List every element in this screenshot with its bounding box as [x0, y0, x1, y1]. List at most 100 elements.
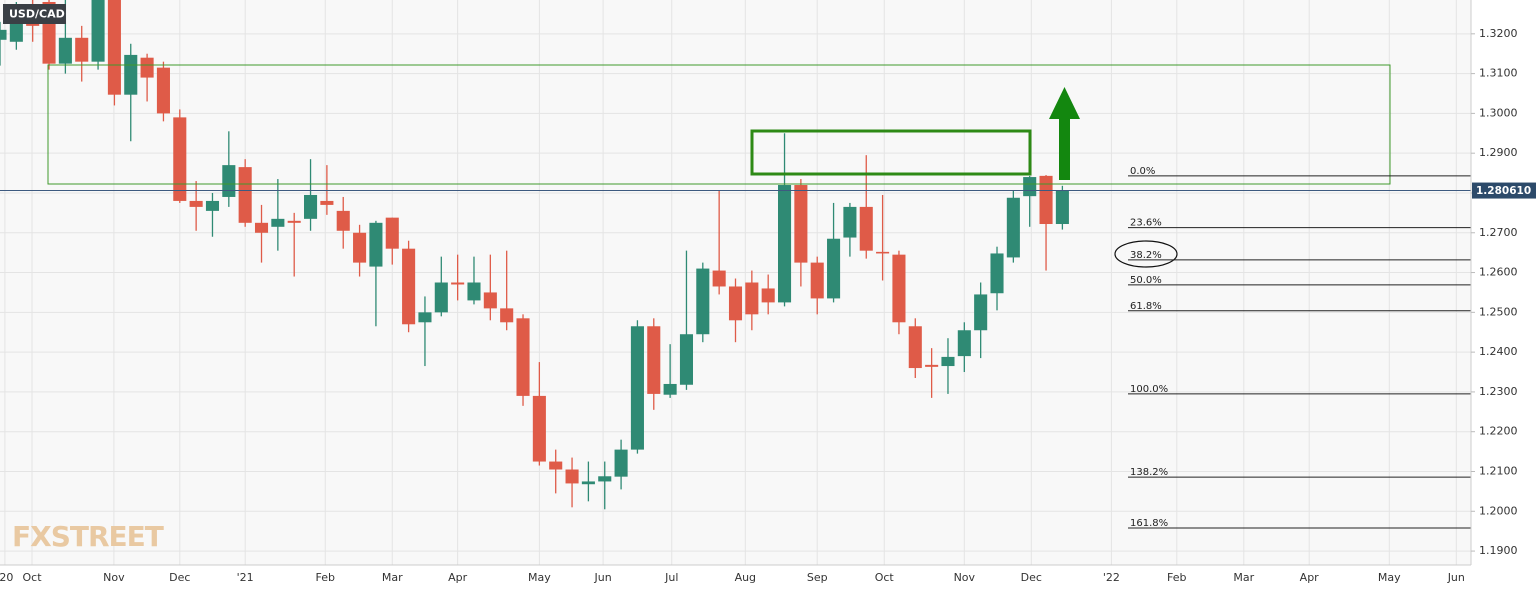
candle-body — [304, 194, 318, 219]
candle-body — [434, 282, 448, 313]
candle-body — [827, 238, 841, 299]
y-tick-label: 1.2900 — [1479, 146, 1518, 159]
candle-body — [467, 282, 481, 301]
candle-body — [712, 270, 726, 287]
symbol-badge — [3, 4, 66, 24]
x-tick-label: Dec — [1021, 571, 1042, 584]
candle-body — [614, 449, 628, 477]
y-tick-label: 1.3200 — [1479, 27, 1518, 40]
candle-body — [663, 383, 677, 395]
x-tick-label: Oct — [875, 571, 895, 584]
candle-body — [908, 326, 922, 369]
x-tick-label: May — [1378, 571, 1401, 584]
grid — [0, 0, 1471, 565]
candle-body — [794, 185, 808, 263]
x-tick-label: Apr — [448, 571, 468, 584]
candle-body — [222, 165, 236, 197]
candle-body — [287, 220, 301, 223]
candle-body — [728, 286, 743, 321]
fib-label: 161.8% — [1130, 518, 1168, 529]
candle-body — [1055, 190, 1069, 225]
candle-body — [647, 326, 661, 394]
candle-body — [598, 476, 612, 482]
candle-body — [320, 200, 334, 205]
candle-body — [941, 356, 955, 367]
y-tick-label: 1.2600 — [1479, 266, 1518, 279]
x-tick-label: Jun — [594, 571, 612, 584]
candle-body — [549, 461, 563, 470]
watermark: FXSTREET — [12, 520, 164, 553]
candle-body — [957, 330, 971, 357]
candle-body — [91, 0, 105, 62]
y-tick-label: 1.2000 — [1479, 504, 1518, 517]
x-tick-label: Nov — [103, 571, 125, 584]
x-tick-label: Jul — [664, 571, 678, 584]
candle-body — [810, 262, 824, 299]
up-arrow — [1049, 87, 1080, 180]
highlight-ellipse — [1114, 240, 1178, 268]
price-axis — [1471, 0, 1536, 589]
candle-body — [876, 251, 890, 254]
candle-body — [124, 54, 138, 95]
candles — [0, 0, 1069, 510]
x-tick-label: Feb — [1167, 571, 1186, 584]
fib-label: 61.8% — [1130, 301, 1162, 312]
candle-body — [107, 0, 121, 95]
last-price-label: 1.280610 — [1476, 185, 1531, 197]
candle-body — [974, 294, 988, 331]
candle-body — [58, 37, 72, 64]
y-tick-label: 1.2100 — [1479, 464, 1518, 477]
candle-body — [75, 37, 89, 62]
x-tick-label: Feb — [316, 571, 335, 584]
candle-body — [140, 57, 154, 78]
candle-body — [189, 200, 203, 207]
candle-body — [990, 253, 1004, 294]
x-tick-label: Oct — [23, 571, 43, 584]
candle-body — [696, 268, 710, 335]
fib-label: 100.0% — [1130, 384, 1168, 395]
x-tick-label: Jun — [1447, 571, 1465, 584]
candle-body — [1039, 175, 1053, 225]
x-tick-label: Aug — [735, 571, 756, 584]
candle-body — [418, 312, 432, 323]
fib-label: 0.0% — [1130, 166, 1155, 177]
x-tick-label: May — [528, 571, 551, 584]
x-tick-label: '22 — [1103, 571, 1120, 584]
candle-body — [173, 117, 187, 201]
candle-body — [238, 167, 252, 223]
x-tick-label: '21 — [237, 571, 254, 584]
candle-body — [532, 395, 546, 462]
candle-body — [565, 469, 579, 484]
x-tick-label: '20 — [0, 571, 13, 584]
x-tick-label: Nov — [954, 571, 976, 584]
fib-label: 38.2% — [1130, 250, 1162, 261]
candle-body — [761, 288, 775, 303]
y-tick-label: 1.2300 — [1479, 385, 1518, 398]
candle-body — [353, 232, 367, 263]
y-tick-label: 1.1900 — [1479, 544, 1518, 557]
candle-body — [402, 248, 416, 325]
candle-body — [679, 334, 694, 385]
y-tick-label: 1.2700 — [1479, 226, 1518, 239]
y-tick-label: 1.2500 — [1479, 305, 1518, 318]
candle-body — [1023, 177, 1037, 197]
candle-body — [271, 218, 285, 227]
candle-body — [516, 318, 530, 396]
candle-body — [892, 254, 906, 323]
candle-body — [925, 364, 939, 367]
candle-body — [859, 206, 873, 251]
candle-body — [483, 292, 497, 309]
y-tick-label: 1.3100 — [1479, 67, 1518, 80]
range-box — [47, 64, 1391, 185]
candle-body — [630, 326, 644, 450]
fib-label: 50.0% — [1130, 275, 1162, 286]
candle-body — [451, 282, 465, 285]
x-tick-label: Sep — [807, 571, 828, 584]
last-price-badge — [1472, 182, 1536, 199]
x-tick-label: Apr — [1300, 571, 1320, 584]
x-tick-label: Mar — [382, 571, 403, 584]
y-tick-label: 1.2200 — [1479, 425, 1518, 438]
candle-body — [205, 200, 220, 211]
